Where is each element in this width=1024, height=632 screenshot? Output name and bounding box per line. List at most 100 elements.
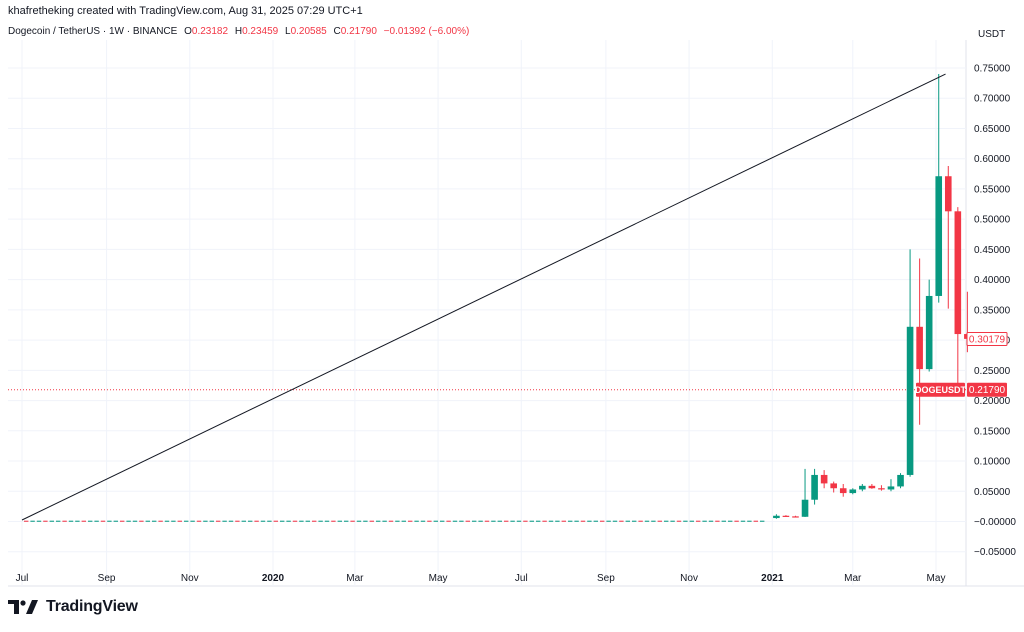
flat-candle [459, 520, 464, 522]
currency-label: USDT [978, 29, 1005, 40]
flat-candle [184, 520, 189, 522]
flat-candle [568, 520, 573, 522]
symbol-title[interactable]: Dogecoin / TetherUS · 1W · BINANCE [8, 26, 178, 37]
y-tick-label: 0.35000 [974, 305, 1011, 316]
flat-candle [24, 520, 29, 522]
flat-candle [363, 520, 368, 522]
flat-candle [209, 520, 214, 522]
x-tick-label: Jul [515, 573, 528, 584]
candle-body[interactable] [849, 489, 857, 494]
flat-candle [132, 520, 138, 522]
flat-candle [491, 520, 496, 522]
flat-candle [350, 520, 355, 522]
flat-candle [747, 520, 752, 522]
flat-candle [587, 520, 592, 522]
y-tick-label: −0.05000 [974, 547, 1016, 558]
flat-candle [139, 520, 144, 522]
flat-candle [324, 520, 330, 522]
x-tick-label: Mar [844, 573, 862, 584]
flat-candle [369, 520, 374, 522]
flat-candle [728, 520, 733, 522]
symbol-label: DOGEUSDT [915, 385, 967, 395]
candle-body[interactable] [811, 474, 818, 500]
flat-candle [452, 520, 458, 522]
flat-candle [593, 520, 598, 522]
candle-body[interactable] [773, 515, 780, 519]
price-label: 0.21790 [969, 385, 1006, 396]
flat-candle [516, 520, 522, 522]
flat-candle [600, 520, 605, 522]
tradingview-brand[interactable]: TradingView [8, 598, 138, 616]
flat-candle [504, 520, 509, 522]
x-tick-label: 2020 [262, 573, 285, 584]
candle-body[interactable] [878, 488, 885, 490]
candle-body[interactable] [782, 515, 790, 517]
flat-candle [30, 520, 35, 522]
close-value: 0.21790 [340, 26, 377, 37]
y-tick-label: −0.00000 [974, 517, 1016, 528]
candle-body[interactable] [906, 326, 914, 475]
flat-candle [305, 520, 310, 522]
candle-body[interactable] [830, 483, 837, 489]
candle-body[interactable] [944, 176, 952, 212]
x-tick-label: May [927, 573, 946, 584]
candle-body[interactable] [801, 499, 809, 517]
candle-body[interactable] [792, 516, 799, 518]
y-tick-label: 0.15000 [974, 426, 1011, 437]
flat-candle [548, 520, 554, 522]
flat-candle [715, 520, 720, 522]
flat-candle [606, 520, 611, 522]
candle-body[interactable] [839, 488, 847, 494]
trend-line[interactable] [21, 73, 946, 521]
x-tick-label: Jul [16, 573, 29, 584]
flat-candle [88, 520, 93, 522]
candle-body[interactable] [868, 485, 876, 489]
flat-candle [612, 520, 618, 522]
flat-candle [683, 520, 688, 522]
y-tick-label: 0.45000 [974, 245, 1011, 256]
flat-candle [632, 520, 637, 522]
flat-candle [721, 520, 726, 522]
flat-candle [337, 520, 342, 522]
flat-candle [574, 520, 579, 522]
flat-candle [702, 520, 707, 522]
y-tick-label: 0.20000 [974, 396, 1011, 407]
flat-candle [94, 520, 99, 522]
flat-candle [523, 520, 528, 522]
candle-body[interactable] [859, 485, 866, 490]
candle-body[interactable] [897, 474, 904, 487]
close-label: C [333, 26, 341, 37]
flat-candle [164, 520, 170, 522]
flat-candle [689, 520, 694, 522]
candle-body[interactable] [935, 176, 943, 296]
y-tick-label: 0.75000 [974, 64, 1011, 75]
tradingview-logo-icon [8, 600, 38, 614]
y-tick-label: 0.65000 [974, 124, 1011, 135]
flat-candle [203, 520, 208, 522]
x-tick-label: 2021 [761, 573, 784, 584]
candle-body[interactable] [820, 474, 828, 484]
candle-body[interactable] [887, 486, 895, 490]
y-tick-label: 0.10000 [974, 457, 1011, 468]
y-tick-label: 0.60000 [974, 154, 1011, 165]
flat-candle [260, 520, 266, 522]
flat-candle [216, 520, 221, 522]
flat-candle [241, 520, 246, 522]
flat-candle [740, 520, 746, 522]
flat-candle [664, 520, 669, 522]
candle-body[interactable] [925, 295, 933, 370]
flat-candle [43, 520, 48, 522]
y-tick-label: 0.25000 [974, 366, 1011, 377]
flat-candle [171, 520, 176, 522]
flat-candle [433, 520, 438, 522]
y-tick-label: 0.55000 [974, 184, 1011, 195]
flat-candle [555, 520, 560, 522]
symbol-legend[interactable]: Dogecoin / TetherUS · 1W · BINANCE O0.23… [8, 26, 469, 37]
flat-candle [484, 520, 490, 522]
flat-candle [696, 520, 701, 522]
flat-candle [62, 520, 67, 522]
candle-body[interactable] [916, 326, 923, 370]
low-label: L [285, 26, 291, 37]
candle-body[interactable] [954, 211, 962, 335]
